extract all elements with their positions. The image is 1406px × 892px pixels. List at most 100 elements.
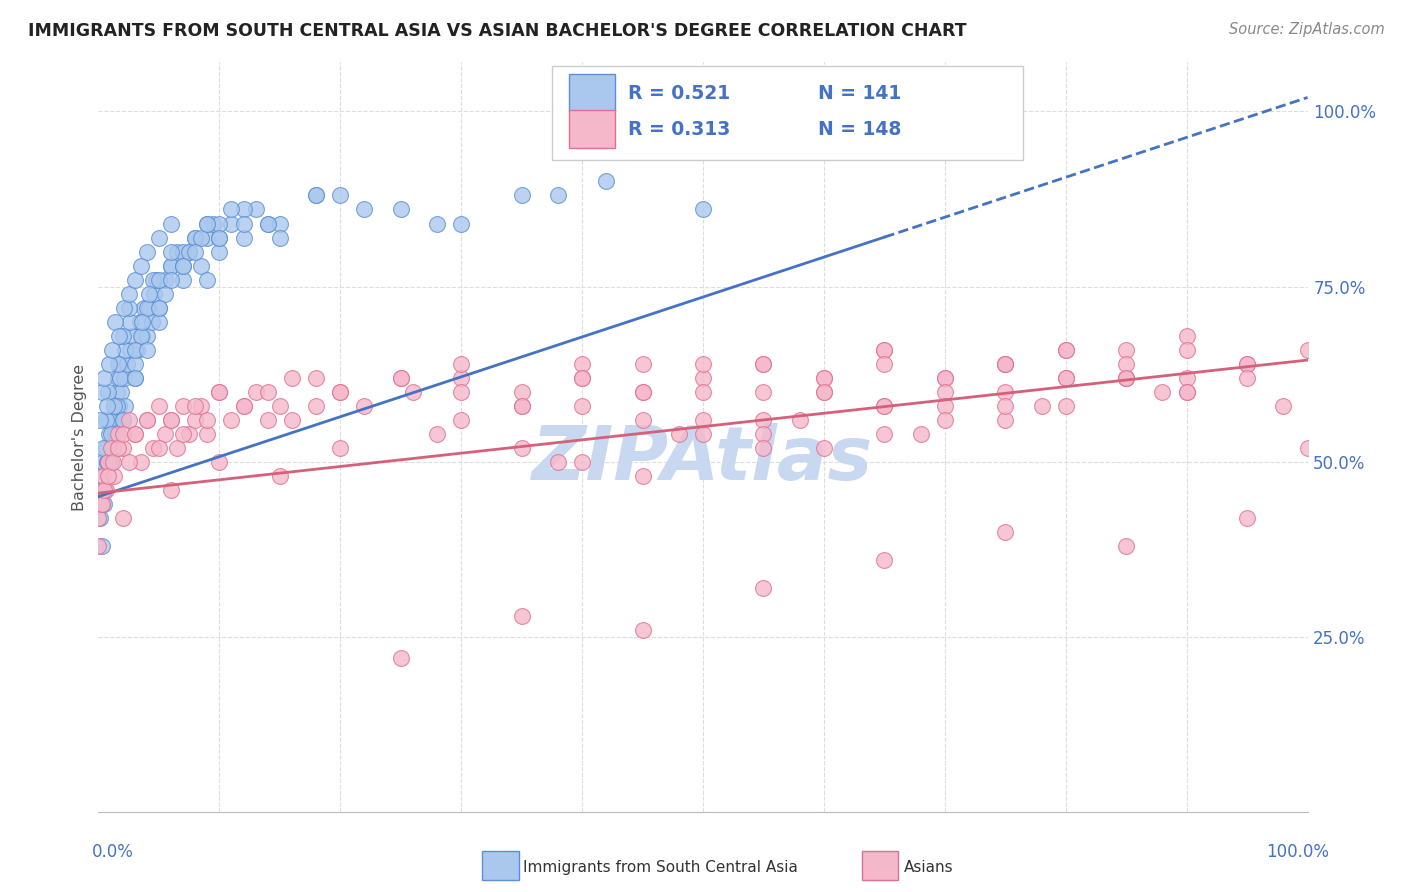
Point xyxy=(1054,370,1077,384)
Point xyxy=(110,384,132,399)
Point xyxy=(510,399,533,413)
Point xyxy=(131,314,153,328)
Point xyxy=(195,217,218,231)
Point xyxy=(547,454,569,468)
Point xyxy=(752,357,775,371)
Point xyxy=(108,370,131,384)
Point xyxy=(1175,384,1198,399)
Point xyxy=(1236,357,1258,371)
Point xyxy=(103,468,125,483)
Point xyxy=(1115,539,1137,553)
Point xyxy=(94,483,117,497)
Point xyxy=(124,426,146,441)
Point xyxy=(107,357,129,371)
Point xyxy=(269,399,291,413)
Point xyxy=(571,399,593,413)
Point xyxy=(426,217,449,231)
Point xyxy=(668,426,690,441)
Point xyxy=(118,412,141,426)
Point xyxy=(105,384,128,399)
Point xyxy=(172,426,194,441)
Point xyxy=(87,539,110,553)
Point xyxy=(100,343,122,357)
Point xyxy=(160,244,183,259)
Point xyxy=(100,441,122,455)
Point xyxy=(305,370,328,384)
Point xyxy=(910,426,932,441)
Point xyxy=(813,370,835,384)
Point xyxy=(129,454,152,468)
Point xyxy=(111,426,134,441)
Text: Asians: Asians xyxy=(904,860,953,874)
Point xyxy=(96,399,118,413)
Point xyxy=(90,483,112,497)
Point xyxy=(402,384,425,399)
Point xyxy=(93,370,115,384)
Point xyxy=(221,412,243,426)
Point xyxy=(138,301,160,315)
Point xyxy=(89,510,111,524)
Point xyxy=(994,412,1017,426)
Point xyxy=(112,370,135,384)
Point xyxy=(934,384,956,399)
Point xyxy=(160,412,183,426)
Point xyxy=(148,301,170,315)
Point xyxy=(148,272,170,286)
Point xyxy=(1236,370,1258,384)
Point xyxy=(631,384,654,399)
Point xyxy=(118,343,141,357)
Point xyxy=(172,399,194,413)
Point xyxy=(148,441,170,455)
Point xyxy=(752,357,775,371)
Point xyxy=(124,357,146,371)
Point xyxy=(631,623,654,637)
Point xyxy=(127,343,149,357)
Point xyxy=(1054,399,1077,413)
Point xyxy=(232,399,254,413)
Point xyxy=(692,202,714,217)
Point xyxy=(269,468,291,483)
Point xyxy=(141,314,163,328)
Point xyxy=(114,343,136,357)
Point xyxy=(148,314,170,328)
Point xyxy=(510,384,533,399)
Point xyxy=(1175,343,1198,357)
FancyBboxPatch shape xyxy=(551,66,1024,160)
Point xyxy=(547,188,569,202)
Point xyxy=(1272,399,1295,413)
Point xyxy=(631,468,654,483)
Point xyxy=(160,259,183,273)
Point xyxy=(101,441,124,455)
Point xyxy=(873,426,896,441)
Point xyxy=(450,384,472,399)
Text: N = 148: N = 148 xyxy=(818,120,901,138)
Point xyxy=(124,370,146,384)
Point xyxy=(184,399,207,413)
Point xyxy=(179,426,201,441)
Point xyxy=(89,412,111,426)
Point xyxy=(873,343,896,357)
Point xyxy=(450,370,472,384)
Point xyxy=(160,272,183,286)
Point xyxy=(121,328,143,343)
Point xyxy=(256,412,278,426)
Point xyxy=(111,441,134,455)
Point xyxy=(195,426,218,441)
Point xyxy=(1175,370,1198,384)
Point xyxy=(98,426,121,441)
Point xyxy=(752,581,775,595)
Point xyxy=(752,426,775,441)
Point xyxy=(135,328,157,343)
Point xyxy=(281,370,304,384)
Point xyxy=(107,370,129,384)
Point xyxy=(389,650,412,665)
Point xyxy=(631,412,654,426)
Point xyxy=(305,188,328,202)
Point xyxy=(97,384,120,399)
Point xyxy=(195,272,218,286)
Point xyxy=(994,357,1017,371)
Point xyxy=(1115,357,1137,371)
Point xyxy=(103,399,125,413)
Point xyxy=(190,230,212,244)
Point xyxy=(873,399,896,413)
